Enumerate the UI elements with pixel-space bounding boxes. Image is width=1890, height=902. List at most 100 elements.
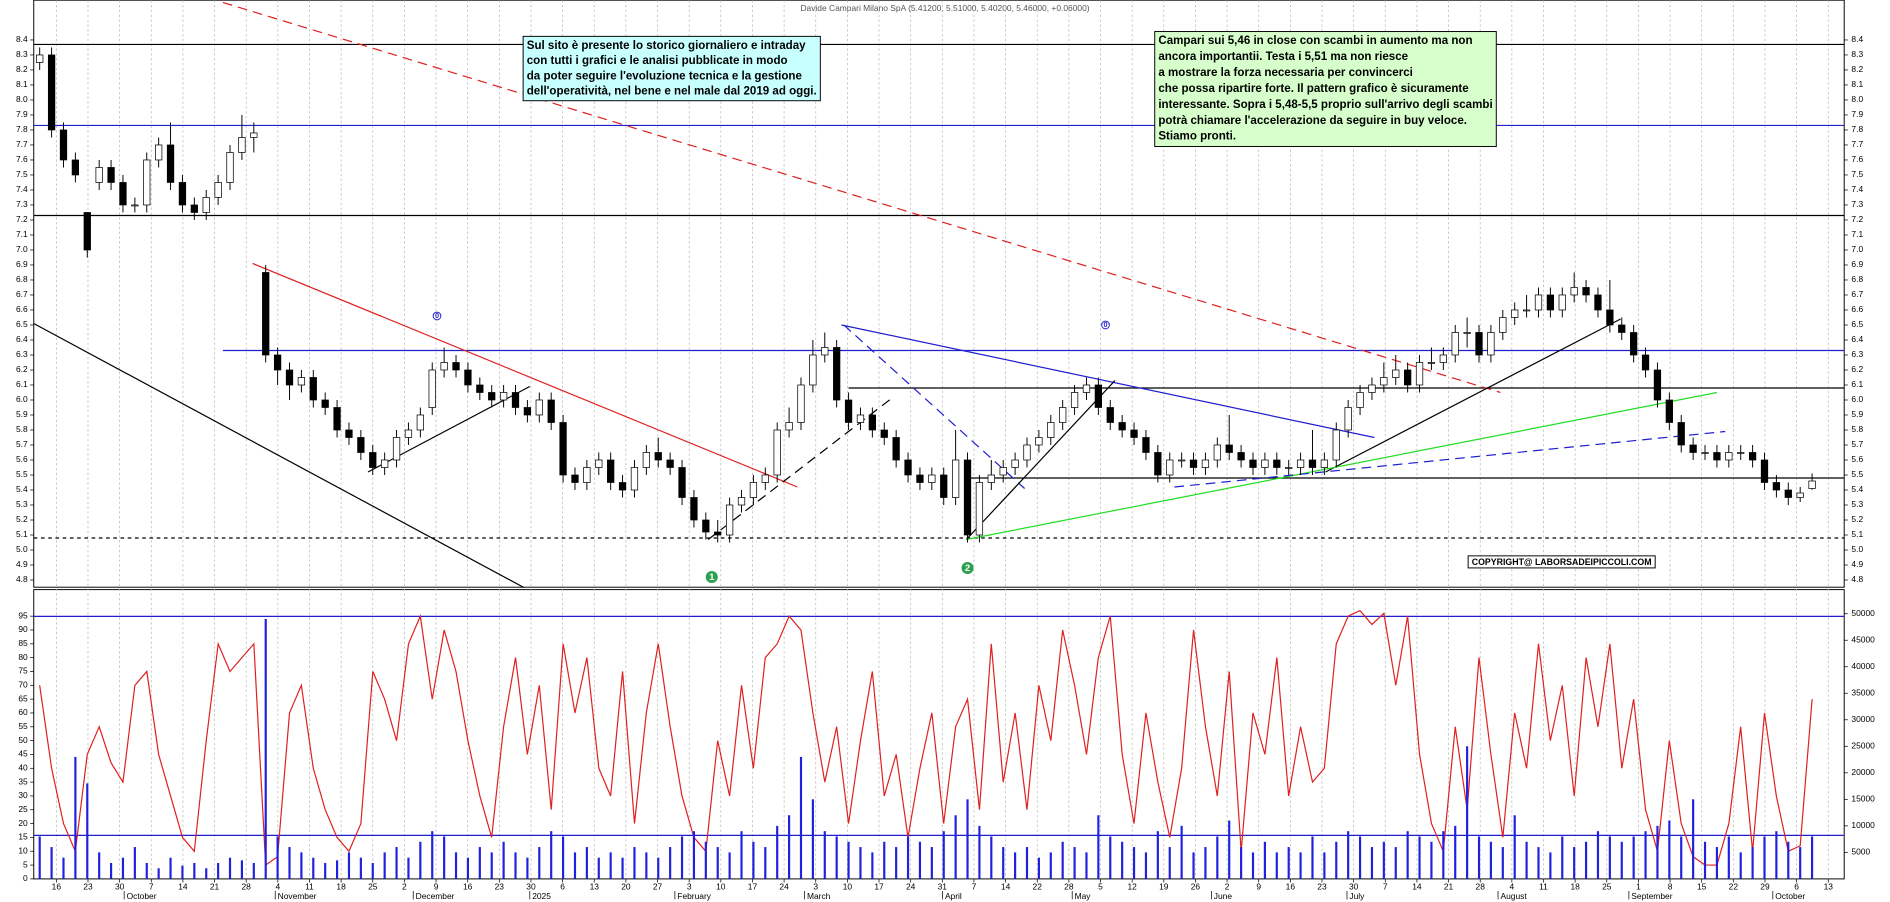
- trend-line: [841, 324, 1375, 439]
- candle-body: [702, 519, 710, 533]
- marker: [705, 570, 718, 584]
- annotation-text: a mostrare la forza necessaria per convi…: [1158, 67, 1413, 79]
- candle-body: [1023, 444, 1031, 461]
- volume-bar: [121, 857, 125, 879]
- volume-bar: [50, 847, 53, 879]
- y2-tick-label: 25000: [1851, 741, 1875, 751]
- candle-body: [761, 474, 769, 483]
- volume-bar: [942, 831, 945, 879]
- y2-tick-label: 45000: [1851, 634, 1875, 644]
- candle-body: [1784, 489, 1792, 498]
- volume-bar: [240, 860, 244, 879]
- candle-body: [1415, 362, 1424, 386]
- x-tick-label: 21: [210, 882, 220, 892]
- candle-body: [250, 132, 258, 138]
- volume-bar: [1656, 825, 1659, 879]
- candle-body: [1201, 459, 1210, 468]
- y2-tick-label: 50000: [1851, 608, 1875, 618]
- y-tick-label: 85: [18, 638, 28, 648]
- candle-body: [1558, 294, 1566, 311]
- annotation-text: dell'operatività, nel bene e nel male da…: [527, 86, 817, 98]
- y-tick-label: 8.3: [1851, 49, 1863, 59]
- y-tick-label: 5.9: [16, 409, 28, 419]
- volume-bar: [1097, 815, 1100, 879]
- candle-body: [59, 129, 68, 161]
- x-tick-label: 29: [1760, 882, 1770, 892]
- candle-body: [416, 414, 424, 431]
- y-tick-label: 7.3: [16, 199, 28, 209]
- volume-bar: [550, 831, 553, 879]
- candle-body: [202, 197, 210, 213]
- candle-body: [1237, 452, 1245, 461]
- price-panel: [33, 0, 1845, 588]
- candle-body: [1296, 459, 1305, 468]
- y-tick-label: 5.1: [16, 529, 28, 539]
- y-tick-label: 5.6: [1851, 454, 1863, 464]
- volume-bar: [205, 868, 208, 879]
- volume-bar: [621, 857, 624, 879]
- annotation-text: che possa ripartire forte. Il pattern gr…: [1158, 83, 1469, 95]
- volume-bar: [1799, 847, 1802, 879]
- y-tick-label: 7.8: [16, 124, 28, 134]
- candle-body: [1487, 332, 1495, 356]
- candle-body: [238, 137, 246, 153]
- candle-body: [71, 159, 80, 176]
- volume-bar: [1025, 847, 1029, 879]
- volume-bar: [1204, 847, 1207, 879]
- candle-body: [452, 362, 460, 371]
- candle-body: [1380, 377, 1388, 386]
- candle-body: [1725, 452, 1733, 461]
- volume-bar: [383, 852, 386, 879]
- x-tick-label: 20: [621, 882, 631, 892]
- candle-body: [809, 354, 817, 386]
- volume-bar: [1240, 847, 1243, 879]
- month-label: 2025: [532, 891, 551, 901]
- annotation-box: Campari sui 5,46 in close con scambi in …: [1154, 31, 1497, 148]
- x-tick-label: 9: [1256, 882, 1261, 892]
- candle-body: [1273, 459, 1281, 468]
- candle-body: [1392, 369, 1400, 378]
- x-tick-label: 17: [874, 882, 884, 892]
- x-tick-label: 14: [178, 882, 188, 892]
- y-tick-label: 5.4: [1851, 484, 1863, 494]
- marker: [1101, 320, 1110, 330]
- x-tick-label: 25: [368, 882, 378, 892]
- y-tick-label: 8.4: [16, 34, 28, 44]
- candle-body: [262, 272, 270, 356]
- volume-bar: [526, 857, 529, 879]
- y-tick-label: 6.9: [16, 259, 28, 269]
- candle-body: [833, 347, 841, 401]
- candle-body: [951, 459, 960, 498]
- candle-body: [797, 384, 805, 423]
- candle-body: [1737, 452, 1745, 454]
- candle-body: [1261, 459, 1269, 468]
- x-tick-label: 26: [1191, 882, 1201, 892]
- x-tick-label: 14: [1412, 882, 1422, 892]
- annotation-bg: [522, 35, 821, 102]
- volume-bar: [1608, 836, 1611, 879]
- x-tick-label: 18: [336, 882, 346, 892]
- y-tick-label: 6.6: [16, 304, 28, 314]
- candle-body: [392, 437, 401, 461]
- volume-bar: [1454, 825, 1457, 879]
- candle-body: [1606, 309, 1614, 326]
- y-tick-label: 70: [18, 680, 28, 690]
- x-tick-label: 28: [1064, 882, 1074, 892]
- candle-body: [904, 459, 912, 476]
- volume-bar: [324, 862, 327, 879]
- candle-body: [1094, 384, 1103, 408]
- volume-bar: [1370, 847, 1374, 879]
- volume-bar: [906, 836, 910, 879]
- candle-body: [428, 369, 436, 408]
- volume-bar: [419, 841, 422, 879]
- month-label: October: [1775, 891, 1805, 901]
- volume-bar: [930, 847, 933, 879]
- x-tick-label: 10: [843, 882, 853, 892]
- volume-bar: [1692, 799, 1695, 879]
- y-tick-label: 5.5: [16, 469, 28, 479]
- y-tick-label: 6.8: [16, 274, 28, 284]
- volume-bar: [86, 783, 89, 879]
- candle-body: [1499, 317, 1507, 333]
- y-tick-label: 7.5: [1851, 169, 1863, 179]
- y-tick-label: 8.1: [16, 79, 28, 89]
